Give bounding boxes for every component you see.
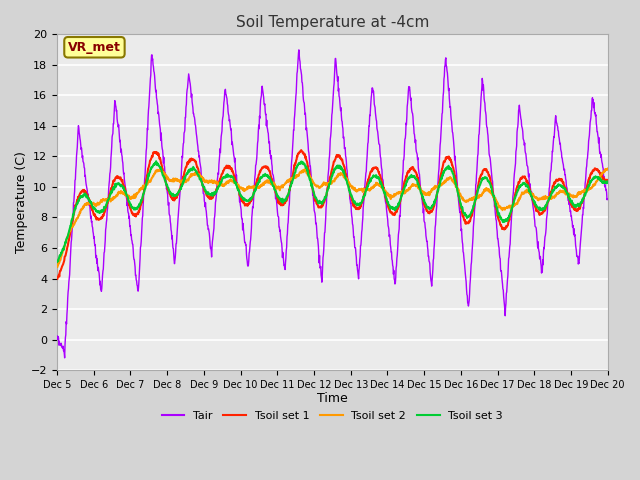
Tair <box>540 262 547 268</box>
Tsoil set 2 <box>53 264 61 269</box>
Line: Tair: Tair <box>57 50 608 358</box>
Line: Tsoil set 2: Tsoil set 2 <box>57 168 608 267</box>
Line: Tsoil set 1: Tsoil set 1 <box>57 150 608 279</box>
Tsoil set 2 <box>490 194 498 200</box>
Tsoil set 2 <box>237 185 245 191</box>
Tsoil set 3 <box>490 193 498 199</box>
Tair <box>61 355 68 361</box>
Title: Soil Temperature at -4cm: Soil Temperature at -4cm <box>236 15 429 30</box>
Tair <box>53 333 61 339</box>
Tsoil set 1 <box>540 210 547 216</box>
Y-axis label: Temperature (C): Temperature (C) <box>15 151 28 253</box>
Tsoil set 1 <box>54 276 61 282</box>
Tsoil set 3 <box>539 205 547 211</box>
Tsoil set 1 <box>237 196 245 202</box>
Tsoil set 2 <box>604 166 612 171</box>
Tair <box>419 201 426 207</box>
Tsoil set 3 <box>53 259 61 265</box>
Tsoil set 2 <box>163 173 170 179</box>
Tsoil set 1 <box>163 181 170 187</box>
Tair <box>604 196 612 202</box>
X-axis label: Time: Time <box>317 392 348 405</box>
Tsoil set 2 <box>419 188 426 194</box>
Tsoil set 1 <box>604 177 612 183</box>
Tsoil set 3 <box>163 182 170 188</box>
Tsoil set 3 <box>176 187 184 193</box>
Tair <box>295 47 303 53</box>
Tair <box>491 204 499 209</box>
Tsoil set 3 <box>152 158 160 164</box>
Tsoil set 3 <box>419 192 426 198</box>
Tsoil set 1 <box>298 147 305 153</box>
Tsoil set 2 <box>539 195 547 201</box>
Tsoil set 1 <box>419 194 426 200</box>
Tsoil set 1 <box>176 186 184 192</box>
Tair <box>176 192 184 198</box>
Tsoil set 2 <box>176 178 184 183</box>
Tsoil set 1 <box>491 196 499 202</box>
Tsoil set 2 <box>54 264 61 270</box>
Tsoil set 3 <box>237 193 245 199</box>
Tsoil set 3 <box>604 180 612 186</box>
Legend: Tair, Tsoil set 1, Tsoil set 2, Tsoil set 3: Tair, Tsoil set 1, Tsoil set 2, Tsoil se… <box>157 407 508 425</box>
Line: Tsoil set 3: Tsoil set 3 <box>57 161 608 262</box>
Tair <box>237 214 245 220</box>
Tair <box>163 186 170 192</box>
Text: VR_met: VR_met <box>68 41 121 54</box>
Tsoil set 1 <box>53 276 61 282</box>
